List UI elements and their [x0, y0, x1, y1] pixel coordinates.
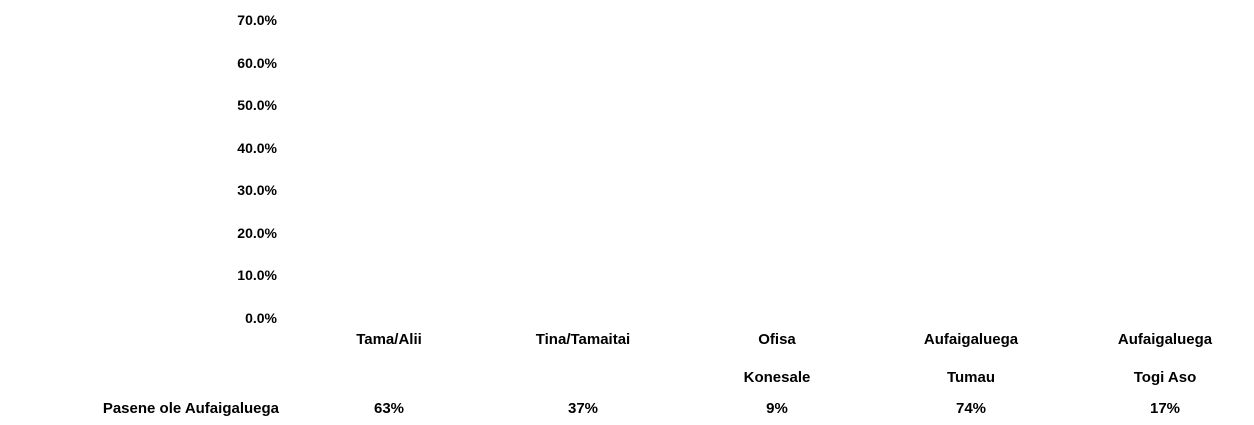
y-tick-label: 70.0%: [237, 12, 277, 28]
x-tick-label: Aufaigaluega Tumau: [923, 331, 1019, 386]
table-value: 74%: [955, 400, 987, 417]
x-tick-label: Tama/Alii: [356, 331, 422, 348]
y-tick-label: 10.0%: [237, 267, 277, 284]
y-tick-label: 60.0%: [237, 54, 277, 71]
x-tick-label: Aufaigaluega Togi Aso: [1117, 331, 1213, 386]
y-tick-label: 40.0%: [237, 139, 277, 156]
bar: [718, 279, 836, 318]
bar: [1106, 245, 1224, 318]
x-tick-label: Ofisa Konesale: [743, 331, 811, 386]
y-tick-label: 30.0%: [237, 182, 277, 199]
y-tick-label: 20.0%: [237, 224, 277, 241]
table-value: 17%: [1149, 400, 1181, 417]
table-value: 9%: [766, 400, 788, 417]
y-tick-label: 50.0%: [237, 97, 277, 114]
table-value: 37%: [567, 400, 599, 417]
x-tick-label: Tina/Tamaitai: [535, 331, 631, 348]
bar: [330, 49, 448, 318]
table-value: 63%: [373, 400, 405, 417]
y-tick-label: 0.0%: [245, 310, 277, 326]
series-name: Pasene ole Aufaigaluega: [102, 400, 279, 417]
bar: [912, 2, 1030, 318]
bar: [524, 160, 642, 318]
